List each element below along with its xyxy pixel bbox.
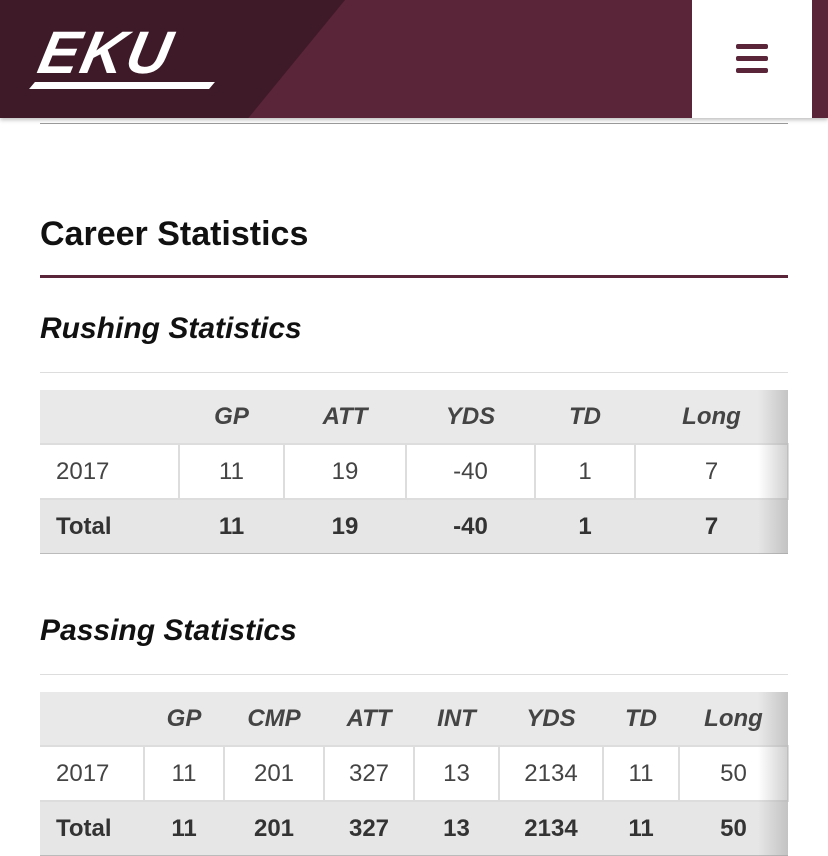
table-title: Rushing Statistics — [40, 312, 302, 345]
logo-underline — [29, 82, 215, 89]
divider — [40, 123, 788, 124]
section-title: Career Statistics — [40, 215, 309, 253]
header-cell: TD — [603, 692, 679, 746]
table: GP ATT YDS TD Long 2017 11 19 -40 1 7 Total 11 19 -40 1… — [40, 390, 789, 554]
cell: 50 — [678, 745, 789, 802]
cell: Total — [40, 499, 179, 554]
header-cell — [40, 390, 179, 444]
table: GP CMP ATT INT YDS TD Long 2017 11 201 327 13 2134 11… — [40, 692, 789, 856]
logo[interactable]: EKU — [32, 19, 180, 86]
cell: 1 — [534, 443, 636, 500]
cell: 201 — [223, 745, 325, 802]
cell: 11 — [143, 745, 225, 802]
cell: 11 — [178, 443, 285, 500]
cell: 201 — [224, 801, 324, 856]
cell: -40 — [406, 499, 535, 554]
cell: 11 — [179, 499, 284, 554]
cell: 7 — [635, 499, 788, 554]
header-cell: Long — [635, 390, 788, 444]
divider — [40, 372, 788, 373]
cell: 2134 — [499, 801, 603, 856]
divider — [40, 674, 788, 675]
cell: 2017 — [40, 443, 180, 500]
cell: 2134 — [498, 745, 604, 802]
cell: 13 — [413, 745, 500, 802]
cell: 7 — [634, 443, 789, 500]
header-row: GP CMP ATT INT YDS TD Long — [40, 692, 788, 746]
cell: 11 — [602, 745, 680, 802]
header-cell: YDS — [406, 390, 535, 444]
data-row: 2017 11 201 327 13 2134 11 50 — [40, 745, 789, 802]
header-cell: ATT — [324, 692, 414, 746]
header-cell: TD — [535, 390, 635, 444]
header-cell: YDS — [499, 692, 603, 746]
header-cell: CMP — [224, 692, 324, 746]
header-cell: Long — [679, 692, 788, 746]
table-title: Passing Statistics — [40, 614, 297, 647]
cell: 11 — [144, 801, 224, 856]
cell: 50 — [679, 801, 788, 856]
data-row: 2017 11 19 -40 1 7 — [40, 443, 789, 500]
cell: 2017 — [40, 745, 145, 802]
header-row: GP ATT YDS TD Long — [40, 390, 788, 444]
stats-table: GP CMP ATT INT YDS TD Long 2017 11 201 327 13 2134 11… — [40, 692, 789, 856]
divider — [40, 275, 788, 278]
cell: 327 — [323, 745, 415, 802]
site-header: EKU — [0, 0, 828, 118]
cell: 13 — [414, 801, 499, 856]
menu-button[interactable] — [692, 0, 812, 118]
cell: 11 — [603, 801, 679, 856]
cell: 1 — [535, 499, 635, 554]
header-cell: ATT — [284, 390, 406, 444]
cell: 19 — [284, 499, 406, 554]
header-cell: GP — [179, 390, 284, 444]
total-row: Total 11 201 327 13 2134 11 50 — [40, 801, 788, 856]
header-cell: GP — [144, 692, 224, 746]
total-row: Total 11 19 -40 1 7 — [40, 499, 788, 554]
cell: 327 — [324, 801, 414, 856]
header-cell: INT — [414, 692, 499, 746]
cell: Total — [40, 801, 144, 856]
cell: -40 — [405, 443, 536, 500]
stats-table: GP ATT YDS TD Long 2017 11 19 -40 1 7 Total 11 19 -40 1… — [40, 390, 789, 554]
header-cell — [40, 692, 144, 746]
cell: 19 — [283, 443, 407, 500]
